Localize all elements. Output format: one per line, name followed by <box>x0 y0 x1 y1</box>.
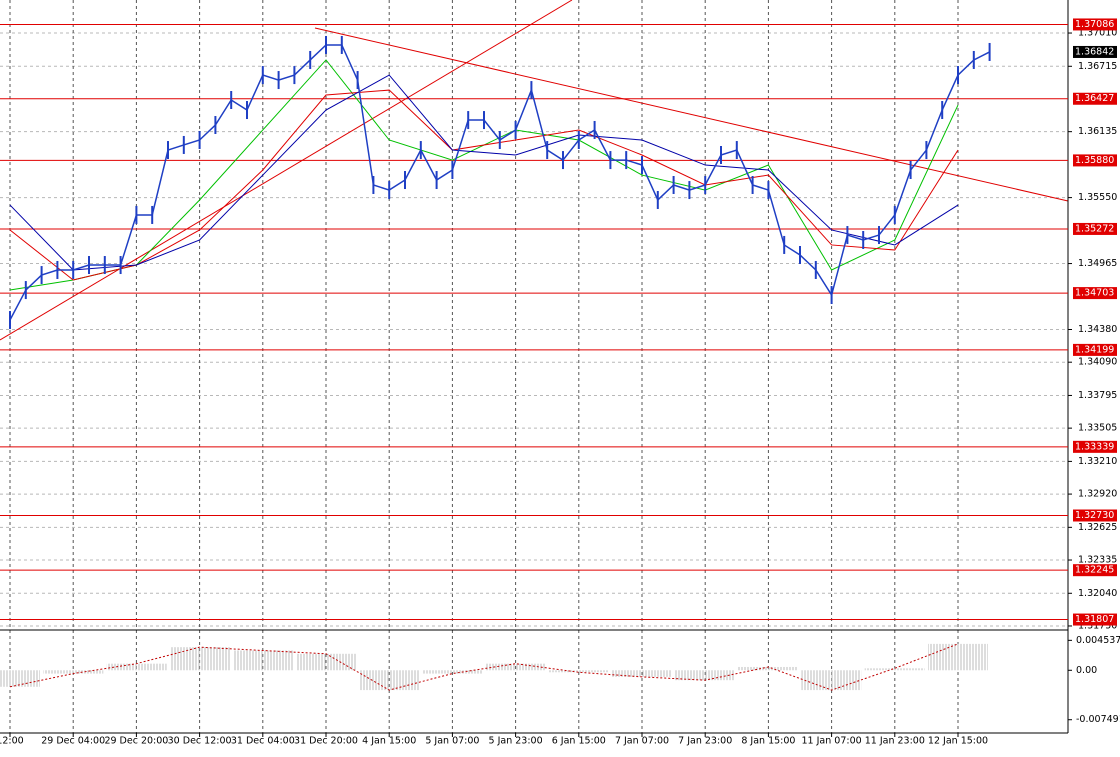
x-tick-label: 29 Dec 04:00 <box>41 736 105 747</box>
x-tick-label: 11 Jan 07:00 <box>802 736 862 747</box>
level-label-box <box>1073 564 1117 577</box>
moving-average <box>9 89 959 281</box>
level-label-box <box>1073 287 1117 300</box>
osc-bar <box>106 663 167 671</box>
level-label: 1.32245 <box>1075 565 1114 576</box>
y-tick-label: 1.32625 <box>1078 522 1117 533</box>
osc-bar <box>864 668 925 671</box>
level-label: 1.37086 <box>1075 19 1114 30</box>
osc-tick-label: 0.00 <box>1076 665 1097 676</box>
osc-bar <box>612 670 672 677</box>
x-tick-label: 31 Dec 20:00 <box>294 736 358 747</box>
level-label-box <box>1073 92 1117 105</box>
level-label: 1.35272 <box>1075 223 1114 234</box>
y-tick-label: 1.34380 <box>1078 324 1117 335</box>
osc-bar <box>485 663 546 671</box>
level-label-box <box>1073 509 1117 522</box>
level-label-box <box>1073 154 1117 167</box>
osc-bar <box>928 643 988 671</box>
y-tick-label: 1.34090 <box>1078 357 1117 368</box>
x-tick-label: 30 Dec 12:00 <box>168 736 232 747</box>
x-tick-label: 5 Jan 23:00 <box>489 736 543 747</box>
y-tick-label: 1.37010 <box>1078 28 1117 39</box>
trend-line <box>0 0 573 341</box>
level-label: 1.32730 <box>1075 510 1114 521</box>
osc-bar <box>422 670 483 674</box>
x-tick-label: 7 Jan 07:00 <box>615 736 669 747</box>
level-label: 1.34199 <box>1075 344 1114 355</box>
osc-bar <box>359 670 420 691</box>
last-price-label: 1.36842 <box>1075 46 1114 57</box>
x-tick-label: 12:00 <box>0 736 24 747</box>
x-tick-label: 5 Jan 07:00 <box>425 736 479 747</box>
price-line <box>9 44 990 321</box>
level-label: 1.33339 <box>1075 441 1114 452</box>
last-price-box <box>1073 45 1117 58</box>
level-label: 1.31807 <box>1075 614 1114 625</box>
x-tick-label: 8 Jan 15:00 <box>741 736 795 747</box>
y-tick-label: 1.33505 <box>1078 423 1117 434</box>
level-label-box <box>1073 440 1117 453</box>
y-tick-label: 1.36135 <box>1078 126 1117 137</box>
level-label-box <box>1073 222 1117 235</box>
y-tick-label: 1.33210 <box>1078 456 1117 467</box>
osc-bar <box>169 647 230 671</box>
osc-bar <box>43 670 104 674</box>
osc-bar <box>232 650 293 671</box>
x-tick-label: 31 Dec 04:00 <box>231 736 295 747</box>
y-tick-label: 1.33795 <box>1078 390 1117 401</box>
level-label-box <box>1073 343 1117 356</box>
grid <box>0 0 1068 733</box>
osc-signal <box>9 643 959 691</box>
y-tick-label: 1.32920 <box>1078 489 1117 500</box>
x-tick-label: 11 Jan 23:00 <box>865 736 925 747</box>
moving-average <box>9 74 959 271</box>
osc-tick-label: 0.004537 <box>1076 635 1120 646</box>
level-label: 1.34703 <box>1075 288 1114 299</box>
y-tick-label: 1.31750 <box>1078 620 1117 631</box>
osc-bar <box>675 670 736 681</box>
x-tick-label: 29 Dec 20:00 <box>104 736 168 747</box>
x-tick-label: 4 Jan 15:00 <box>362 736 416 747</box>
level-label: 1.35880 <box>1075 155 1114 166</box>
level-label: 1.36427 <box>1075 93 1114 104</box>
osc-bar <box>296 653 356 671</box>
x-tick-label: 6 Jan 15:00 <box>552 736 606 747</box>
x-tick-label: 7 Jan 23:00 <box>678 736 732 747</box>
y-tick-label: 1.35550 <box>1078 192 1117 203</box>
y-tick-label: 1.36715 <box>1078 61 1117 72</box>
level-label-box <box>1073 18 1117 31</box>
y-tick-label: 1.32040 <box>1078 588 1117 599</box>
osc-tick-label: -0.007491 <box>1076 714 1120 725</box>
y-tick-label: 1.34965 <box>1078 258 1117 269</box>
y-tick-label: 1.32335 <box>1078 555 1117 566</box>
osc-bar <box>738 666 799 671</box>
x-tick-label: 12 Jan 15:00 <box>928 736 988 747</box>
osc-bar <box>548 670 609 673</box>
osc-bar <box>0 670 40 687</box>
level-label-box <box>1073 613 1117 626</box>
trend-line <box>314 27 1069 202</box>
osc-bar <box>801 670 862 691</box>
